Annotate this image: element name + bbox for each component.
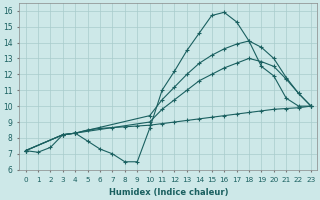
X-axis label: Humidex (Indice chaleur): Humidex (Indice chaleur) (108, 188, 228, 197)
